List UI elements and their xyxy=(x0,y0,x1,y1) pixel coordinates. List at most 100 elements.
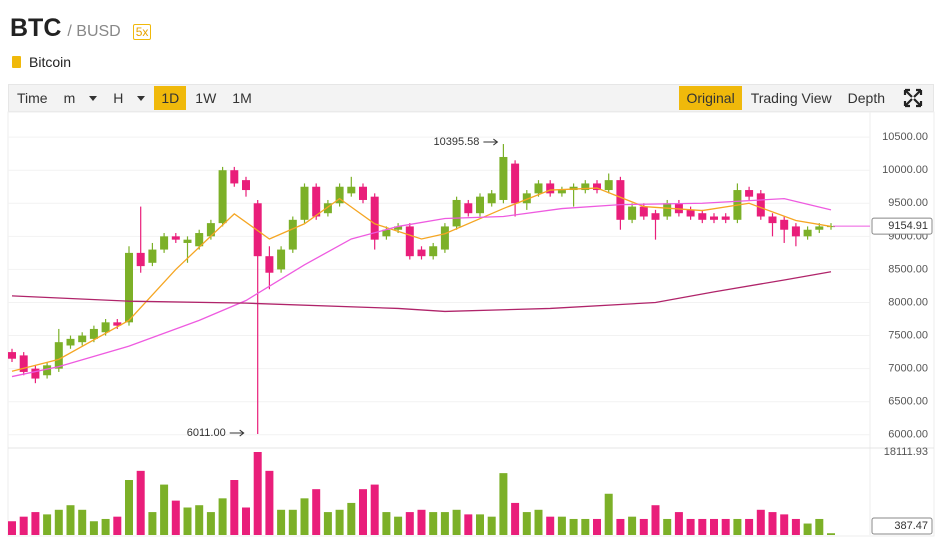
candle-body xyxy=(265,256,274,273)
volume-bar xyxy=(195,505,204,535)
button-label: H xyxy=(113,90,124,106)
dropdown-arrow xyxy=(137,95,146,101)
candle-body xyxy=(242,180,250,191)
candle-body xyxy=(429,246,438,257)
toolbar-button[interactable]: H xyxy=(106,86,152,110)
volume-bar xyxy=(674,512,683,535)
volume-bar xyxy=(803,523,812,535)
candle-body xyxy=(417,249,426,257)
candle-body xyxy=(66,338,75,346)
y-tick-label: 8500.00 xyxy=(888,263,928,275)
toolbar-button[interactable]: 1M xyxy=(225,86,258,110)
candle-body xyxy=(370,196,379,240)
volume-bar xyxy=(335,509,344,535)
volume-bar xyxy=(534,509,543,535)
volume-bar xyxy=(183,507,192,535)
candle-body xyxy=(487,193,496,204)
view-group: Original Trading View Depth xyxy=(678,85,933,111)
volume-bar xyxy=(206,512,215,535)
volume-bar xyxy=(312,489,321,535)
candle-body xyxy=(183,239,192,243)
volume-bar xyxy=(628,516,637,535)
volume-bar xyxy=(511,502,520,535)
volume-bar xyxy=(113,516,122,535)
candle-body xyxy=(569,186,578,191)
volume-bar xyxy=(651,505,660,535)
volume-bar xyxy=(323,512,332,535)
toolbar-button[interactable]: Depth xyxy=(841,86,892,110)
candle-body xyxy=(382,229,391,237)
toolbar-button[interactable]: 1W xyxy=(188,86,223,110)
candle-body xyxy=(440,226,449,250)
candle-body xyxy=(780,219,789,230)
candle-body xyxy=(616,180,625,220)
candle-body xyxy=(464,203,473,214)
volume-bar xyxy=(19,516,28,535)
low-annotation: 6011.00 xyxy=(187,427,226,439)
toolbar-button[interactable]: 1D xyxy=(154,86,187,110)
candle-body xyxy=(791,226,800,237)
candle-body xyxy=(499,156,508,200)
volume-bar xyxy=(125,480,133,535)
coin-icon xyxy=(12,56,21,68)
candle-body xyxy=(721,216,730,220)
fullscreen-button[interactable] xyxy=(893,86,933,110)
volume-bar xyxy=(616,518,625,535)
volume-bar xyxy=(230,480,239,535)
candle-body xyxy=(54,342,63,369)
leverage-badge[interactable]: 5x xyxy=(132,24,152,40)
volume-bar xyxy=(827,533,835,535)
button-label: 1W xyxy=(195,90,217,106)
candle-body xyxy=(277,249,286,270)
y-tick-label: 10000.00 xyxy=(882,164,928,176)
candle-body xyxy=(323,203,332,214)
candle-body xyxy=(581,183,590,191)
candle-body xyxy=(651,213,660,220)
candle-body xyxy=(206,223,215,237)
candle-body xyxy=(698,213,707,220)
toolbar-button[interactable]: Original xyxy=(679,86,742,110)
candle-body xyxy=(312,186,321,217)
candle-body xyxy=(160,236,169,250)
symbol: BTC xyxy=(10,14,62,42)
candle-body xyxy=(815,226,824,230)
candle-body xyxy=(511,163,520,204)
volume-bar xyxy=(721,518,730,535)
coin-label: Bitcoin xyxy=(29,54,72,70)
candle-body xyxy=(31,368,40,379)
candle-body xyxy=(803,229,812,237)
candle-body xyxy=(534,183,543,194)
toolbar-button[interactable]: Trading View xyxy=(744,86,839,110)
volume-bar xyxy=(686,518,695,535)
moving-average xyxy=(11,197,832,378)
button-label: Time xyxy=(17,90,48,106)
toolbar-button[interactable]: Time xyxy=(10,86,55,110)
candle-body xyxy=(335,186,344,204)
candle-body xyxy=(300,186,309,220)
interval-group: Time m H 1D 1W 1M xyxy=(9,85,260,111)
quote: / BUSD xyxy=(67,23,121,40)
y-tick-label: 10500.00 xyxy=(882,131,928,143)
candle-body xyxy=(663,203,672,217)
candle-body xyxy=(827,226,835,228)
volume-bar xyxy=(733,518,742,535)
volume-bar xyxy=(499,473,508,535)
candle-body xyxy=(89,328,98,339)
last-volume-label: 387.47 xyxy=(894,520,928,532)
y-tick-label: 7500.00 xyxy=(888,329,928,341)
moving-average xyxy=(11,271,832,313)
annotation-arrow xyxy=(229,429,245,437)
button-label: m xyxy=(63,90,76,106)
volume-bar xyxy=(593,518,601,535)
y-tick-label: 8000.00 xyxy=(888,296,928,308)
volume-bar xyxy=(394,516,403,535)
candle-body xyxy=(686,209,695,217)
toolbar-button[interactable]: m xyxy=(57,86,105,110)
button-label: 1M xyxy=(232,90,252,106)
button-label: 1D xyxy=(161,90,180,106)
candle-body xyxy=(756,193,765,217)
candle-body xyxy=(43,365,52,376)
last-price-box xyxy=(871,217,933,235)
volume-bar xyxy=(710,518,718,535)
volume-bar xyxy=(464,514,473,535)
